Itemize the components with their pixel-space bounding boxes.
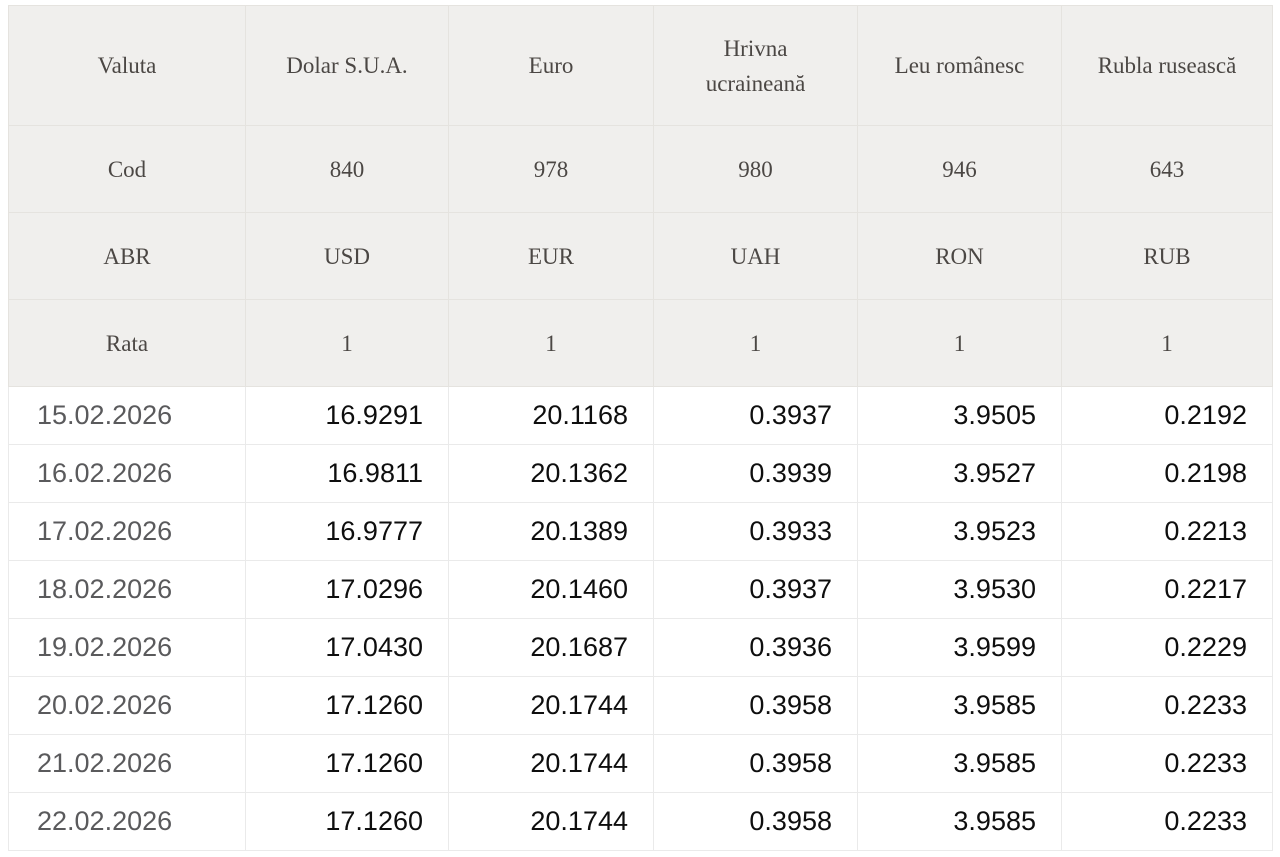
currency-name-eur: Euro	[448, 5, 654, 126]
rate-eur: 20.1744	[448, 676, 654, 735]
rate-uah: 0.3958	[653, 792, 858, 851]
date-cell: 17.02.2026	[8, 502, 246, 561]
currency-code-usd: 840	[245, 125, 449, 213]
date-cell: 16.02.2026	[8, 444, 246, 503]
header-row-valuta: Valuta Dolar S.U.A. Euro Hrivna ucrainea…	[8, 5, 1273, 126]
currency-name-uah: Hrivna ucraineană	[653, 5, 858, 126]
rate-eur: 20.1744	[448, 792, 654, 851]
currency-name-ron: Leu românesc	[857, 5, 1062, 126]
currency-rate-eur: 1	[448, 299, 654, 387]
header-row-label: Cod	[8, 125, 246, 213]
table-row: 16.02.2026 16.9811 20.1362 0.3939 3.9527…	[8, 444, 1273, 503]
rate-rub: 0.2233	[1061, 734, 1273, 793]
rate-usd: 17.1260	[245, 792, 449, 851]
rate-usd: 17.1260	[245, 734, 449, 793]
table-row: 19.02.2026 17.0430 20.1687 0.3936 3.9599…	[8, 618, 1273, 677]
table-row: 22.02.2026 17.1260 20.1744 0.3958 3.9585…	[8, 792, 1273, 851]
table-row: 15.02.2026 16.9291 20.1168 0.3937 3.9505…	[8, 386, 1273, 445]
date-cell: 20.02.2026	[8, 676, 246, 735]
rate-ron: 3.9505	[857, 386, 1062, 445]
currency-abbr-usd: USD	[245, 212, 449, 300]
rate-rub: 0.2233	[1061, 792, 1273, 851]
date-cell: 15.02.2026	[8, 386, 246, 445]
rate-eur: 20.1389	[448, 502, 654, 561]
currency-name-usd: Dolar S.U.A.	[245, 5, 449, 126]
currency-abbr-eur: EUR	[448, 212, 654, 300]
currency-code-rub: 643	[1061, 125, 1273, 213]
rate-eur: 20.1362	[448, 444, 654, 503]
rate-eur: 20.1687	[448, 618, 654, 677]
rate-uah: 0.3958	[653, 676, 858, 735]
rate-uah: 0.3939	[653, 444, 858, 503]
rate-eur: 20.1744	[448, 734, 654, 793]
rate-uah: 0.3933	[653, 502, 858, 561]
rate-rub: 0.2198	[1061, 444, 1273, 503]
rate-ron: 3.9585	[857, 676, 1062, 735]
rate-ron: 3.9599	[857, 618, 1062, 677]
rate-eur: 20.1168	[448, 386, 654, 445]
rate-ron: 3.9530	[857, 560, 1062, 619]
currency-abbr-uah: UAH	[653, 212, 858, 300]
currency-abbr-ron: RON	[857, 212, 1062, 300]
rate-usd: 17.0296	[245, 560, 449, 619]
rate-rub: 0.2229	[1061, 618, 1273, 677]
rate-uah: 0.3958	[653, 734, 858, 793]
rate-usd: 17.1260	[245, 676, 449, 735]
rate-usd: 17.0430	[245, 618, 449, 677]
date-cell: 22.02.2026	[8, 792, 246, 851]
rate-eur: 20.1460	[448, 560, 654, 619]
table-row: 20.02.2026 17.1260 20.1744 0.3958 3.9585…	[8, 676, 1273, 735]
table-row: 17.02.2026 16.9777 20.1389 0.3933 3.9523…	[8, 502, 1273, 561]
currency-name-rub: Rubla rusească	[1061, 5, 1273, 126]
header-row-label: Valuta	[8, 5, 246, 126]
rate-ron: 3.9585	[857, 734, 1062, 793]
rate-rub: 0.2213	[1061, 502, 1273, 561]
date-cell: 21.02.2026	[8, 734, 246, 793]
rate-usd: 16.9777	[245, 502, 449, 561]
date-cell: 19.02.2026	[8, 618, 246, 677]
header-row-label: ABR	[8, 212, 246, 300]
rate-ron: 3.9527	[857, 444, 1062, 503]
table-row: 18.02.2026 17.0296 20.1460 0.3937 3.9530…	[8, 560, 1273, 619]
date-cell: 18.02.2026	[8, 560, 246, 619]
currency-rate-rub: 1	[1061, 299, 1273, 387]
rate-ron: 3.9523	[857, 502, 1062, 561]
currency-code-uah: 980	[653, 125, 858, 213]
rate-uah: 0.3937	[653, 560, 858, 619]
header-row-cod: Cod 840 978 980 946 643	[8, 125, 1273, 213]
currency-rate-uah: 1	[653, 299, 858, 387]
header-row-abr: ABR USD EUR UAH RON RUB	[8, 212, 1273, 300]
currency-rate-ron: 1	[857, 299, 1062, 387]
rate-uah: 0.3937	[653, 386, 858, 445]
currency-rate-usd: 1	[245, 299, 449, 387]
currency-code-eur: 978	[448, 125, 654, 213]
rate-rub: 0.2217	[1061, 560, 1273, 619]
rate-usd: 16.9811	[245, 444, 449, 503]
header-row-label: Rata	[8, 299, 246, 387]
header-row-rata: Rata 1 1 1 1 1	[8, 299, 1273, 387]
rate-rub: 0.2192	[1061, 386, 1273, 445]
rate-ron: 3.9585	[857, 792, 1062, 851]
rate-uah: 0.3936	[653, 618, 858, 677]
exchange-rates-table: Valuta Dolar S.U.A. Euro Hrivna ucrainea…	[8, 5, 1273, 851]
currency-code-ron: 946	[857, 125, 1062, 213]
rate-rub: 0.2233	[1061, 676, 1273, 735]
rate-usd: 16.9291	[245, 386, 449, 445]
table-row: 21.02.2026 17.1260 20.1744 0.3958 3.9585…	[8, 734, 1273, 793]
currency-abbr-rub: RUB	[1061, 212, 1273, 300]
